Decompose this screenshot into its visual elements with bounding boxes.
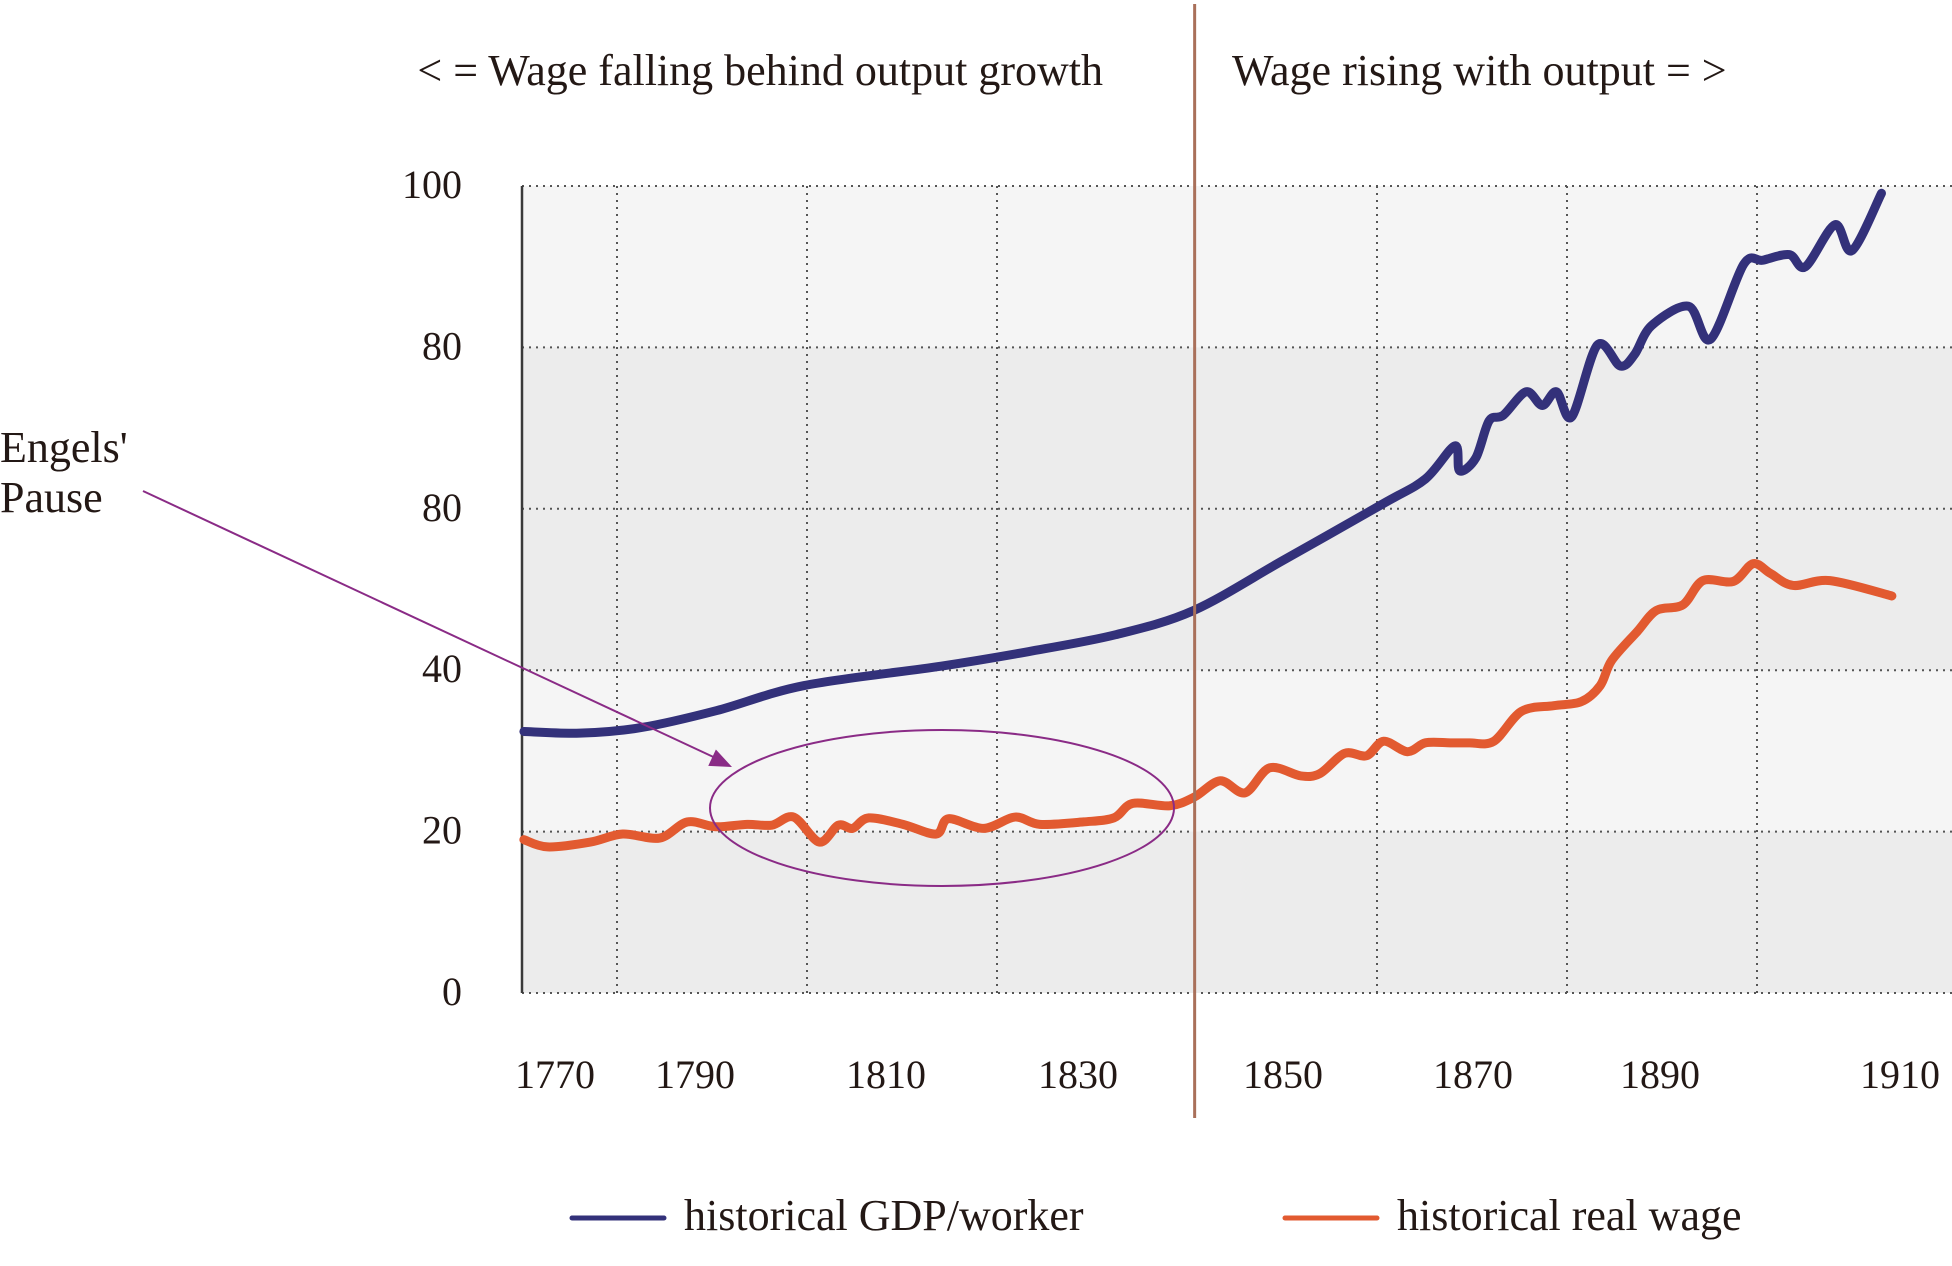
x-tick-label: 1790: [655, 1052, 735, 1097]
region-label-right: Wage rising with output = >: [1232, 46, 1727, 95]
y-tick-label: 0: [442, 969, 462, 1014]
x-tick-label: 1810: [846, 1052, 926, 1097]
series-line-real-wage: [519, 559, 1897, 852]
annotation-label-line-2: Pause: [0, 473, 103, 522]
y-tick-label: 100: [402, 162, 462, 207]
x-tick-label: 1910: [1860, 1052, 1940, 1097]
x-axis-tick-labels: 1770 1790 1810 1830 1850 1870 1890 1910: [515, 1052, 1940, 1097]
legend: historical GDP/worker historical real wa…: [569, 1191, 1742, 1240]
series-line-gdp-per-worker: [519, 188, 1886, 738]
annotation-label-line-1: Engels': [0, 423, 128, 472]
legend-item-gdp: historical GDP/worker: [569, 1191, 1084, 1240]
legend-item-wage: historical real wage: [1282, 1191, 1742, 1240]
shaded-band: [522, 831, 1952, 993]
y-tick-label: 80: [422, 485, 462, 530]
annotation-arrow-line: [142, 490, 723, 762]
annotation-arrowhead-icon: [708, 749, 732, 767]
region-label-left: < = Wage falling behind output growth: [417, 46, 1103, 95]
y-tick-label: 80: [422, 323, 462, 368]
y-axis-tick-labels: 100 80 80 40 20 0: [402, 162, 462, 1014]
y-tick-label: 20: [422, 808, 462, 853]
x-tick-label: 1890: [1620, 1052, 1700, 1097]
x-tick-label: 1850: [1243, 1052, 1323, 1097]
annotation-ellipse: [709, 729, 1175, 887]
y-tick-label: 40: [422, 646, 462, 691]
engels-pause-annotation: Engels' Pause: [0, 423, 1175, 887]
x-tick-label: 1870: [1433, 1052, 1513, 1097]
x-tick-label: 1830: [1038, 1052, 1118, 1097]
x-tick-label: 1770: [515, 1052, 595, 1097]
series-lines: [519, 188, 1897, 852]
legend-label-gdp: historical GDP/worker: [684, 1191, 1084, 1240]
legend-label-wage: historical real wage: [1397, 1191, 1742, 1240]
gridlines: [522, 185, 1952, 994]
